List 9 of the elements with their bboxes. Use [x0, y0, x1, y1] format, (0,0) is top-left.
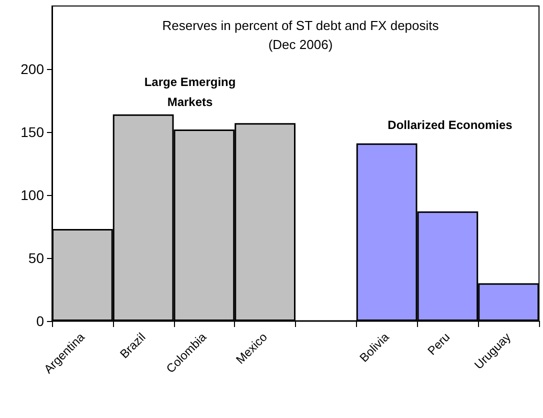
y-tick-label: 100: [20, 187, 44, 203]
annotation: Large Emerging Markets: [144, 75, 236, 109]
y-tick-label: 0: [36, 313, 44, 329]
text: (Dec 2006): [268, 37, 333, 52]
y-tick-label: 50: [28, 250, 44, 266]
text: Reserves in percent of ST debt and FX deposits: [162, 18, 440, 33]
y-tick-label: 200: [20, 61, 44, 77]
y-tick-label: 150: [20, 124, 44, 140]
annotation: Dollarized Economies: [388, 118, 513, 132]
